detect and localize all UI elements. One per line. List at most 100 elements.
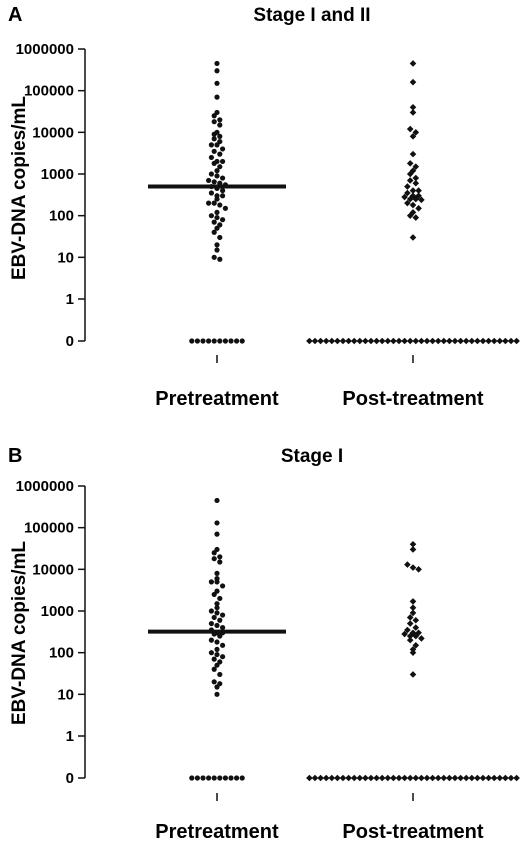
pretreatment-point bbox=[211, 338, 217, 344]
y-tick-label: 0 bbox=[66, 333, 74, 350]
x-category-label: Pretreatment bbox=[155, 821, 279, 843]
data-points bbox=[189, 497, 520, 782]
pretreatment-point bbox=[214, 497, 220, 504]
post-treatment-point bbox=[404, 626, 411, 634]
post-treatment-point bbox=[401, 193, 408, 201]
chart-a: A Stage I and II EBV-DNA copies/mL 0 1 10 1… bbox=[8, 4, 520, 410]
post-treatment-point bbox=[412, 163, 420, 170]
pretreatment-point bbox=[211, 136, 217, 142]
pretreatment-point bbox=[214, 546, 220, 553]
post-treatment-point bbox=[406, 620, 414, 627]
pretreatment-point bbox=[220, 146, 226, 152]
y-tick-label: 100 bbox=[49, 645, 74, 662]
pretreatment-point bbox=[211, 219, 217, 225]
post-treatment-point bbox=[513, 337, 520, 345]
pretreatment-point bbox=[217, 122, 223, 128]
post-treatment-point bbox=[409, 671, 417, 678]
pretreatment-point bbox=[211, 200, 217, 206]
pretreatment-point bbox=[214, 193, 220, 199]
pretreatment-point bbox=[214, 129, 220, 135]
pretreatment-point bbox=[214, 80, 220, 86]
post-treatment-point bbox=[418, 196, 425, 204]
pretreatment-point bbox=[211, 148, 217, 154]
post-treatment-point bbox=[373, 337, 380, 345]
pretreatment-point bbox=[208, 154, 214, 161]
pretreatment-point bbox=[217, 595, 223, 602]
pretreatment-point bbox=[220, 583, 226, 589]
post-treatment-point bbox=[415, 205, 422, 212]
post-treatment-point bbox=[328, 337, 336, 345]
y-tick-label: 10 bbox=[57, 686, 74, 703]
pretreatment-point bbox=[214, 158, 220, 165]
post-treatment-point bbox=[409, 234, 417, 241]
pretreatment-point bbox=[208, 579, 214, 585]
x-category-label: Pretreatment bbox=[155, 388, 279, 410]
post-treatment-point bbox=[429, 337, 436, 345]
y-tick-label: 1 bbox=[66, 728, 74, 745]
pretreatment-point bbox=[214, 651, 220, 658]
pretreatment-point bbox=[214, 94, 220, 100]
post-treatment-point bbox=[345, 337, 352, 345]
post-treatment-point bbox=[409, 609, 417, 617]
pretreatment-point bbox=[217, 138, 223, 145]
pretreatment-point bbox=[220, 217, 226, 223]
post-treatment-point bbox=[451, 337, 459, 345]
pretreatment-point bbox=[200, 338, 206, 344]
post-treatment-point bbox=[409, 103, 417, 111]
pretreatment-point bbox=[211, 229, 217, 235]
pretreatment-point bbox=[189, 338, 195, 344]
pretreatment-point bbox=[220, 654, 226, 660]
post-treatment-point bbox=[409, 564, 417, 571]
post-treatment-point bbox=[412, 337, 420, 345]
pretreatment-point bbox=[214, 610, 220, 616]
post-treatment-point bbox=[513, 774, 520, 782]
post-treatment-point bbox=[409, 167, 417, 175]
pretreatment-point bbox=[217, 671, 223, 678]
post-treatment-point bbox=[409, 109, 417, 116]
post-treatment-point bbox=[409, 150, 417, 158]
post-treatment-point bbox=[418, 337, 425, 345]
pretreatment-point bbox=[211, 556, 217, 562]
post-treatment-point bbox=[434, 337, 442, 345]
post-treatment-point bbox=[490, 337, 498, 345]
post-treatment-point bbox=[404, 561, 411, 568]
y-tick-label: 1 bbox=[66, 291, 74, 308]
pretreatment-point bbox=[217, 234, 223, 241]
post-treatment-point bbox=[406, 614, 414, 621]
pretreatment-point bbox=[214, 575, 220, 582]
pretreatment-point bbox=[222, 775, 228, 781]
y-tick-label: 1000000 bbox=[16, 478, 74, 495]
pretreatment-point bbox=[214, 605, 220, 611]
pretreatment-point bbox=[220, 624, 226, 631]
pretreatment-point bbox=[214, 247, 220, 253]
post-treatment-point bbox=[406, 636, 414, 644]
post-treatment-point bbox=[356, 337, 364, 345]
pretreatment-point bbox=[222, 205, 228, 211]
pretreatment-point bbox=[220, 642, 226, 648]
pretreatment-point bbox=[214, 242, 220, 248]
pretreatment-point bbox=[217, 117, 223, 123]
pretreatment-point bbox=[208, 213, 214, 219]
y-ticks: 0 1 10 100 1000 10000 100000 1000000 bbox=[16, 478, 85, 787]
pretreatment-point bbox=[234, 338, 240, 344]
pretreatment-point bbox=[220, 187, 226, 194]
y-tick-label: 1000000 bbox=[16, 41, 74, 58]
post-treatment-point bbox=[317, 337, 324, 345]
pretreatment-point bbox=[194, 775, 200, 781]
post-treatment-point bbox=[409, 646, 417, 653]
y-tick-label: 0 bbox=[66, 770, 74, 787]
post-treatment-point bbox=[446, 337, 453, 345]
post-treatment-point bbox=[362, 337, 369, 345]
post-treatment-point bbox=[479, 337, 487, 345]
post-treatment-point bbox=[415, 187, 422, 194]
pretreatment-point bbox=[208, 608, 214, 614]
pretreatment-point bbox=[217, 202, 223, 208]
post-treatment-point bbox=[409, 60, 417, 67]
y-tick-label: 1000 bbox=[41, 166, 74, 183]
panel-label: A bbox=[8, 4, 22, 26]
post-treatment-point bbox=[457, 337, 464, 345]
pretreatment-point bbox=[217, 164, 223, 170]
y-ticks: 0 1 10 100 1000 10000 100000 1000000 bbox=[16, 41, 85, 350]
pretreatment-point bbox=[206, 200, 212, 206]
post-treatment-point bbox=[412, 129, 420, 136]
